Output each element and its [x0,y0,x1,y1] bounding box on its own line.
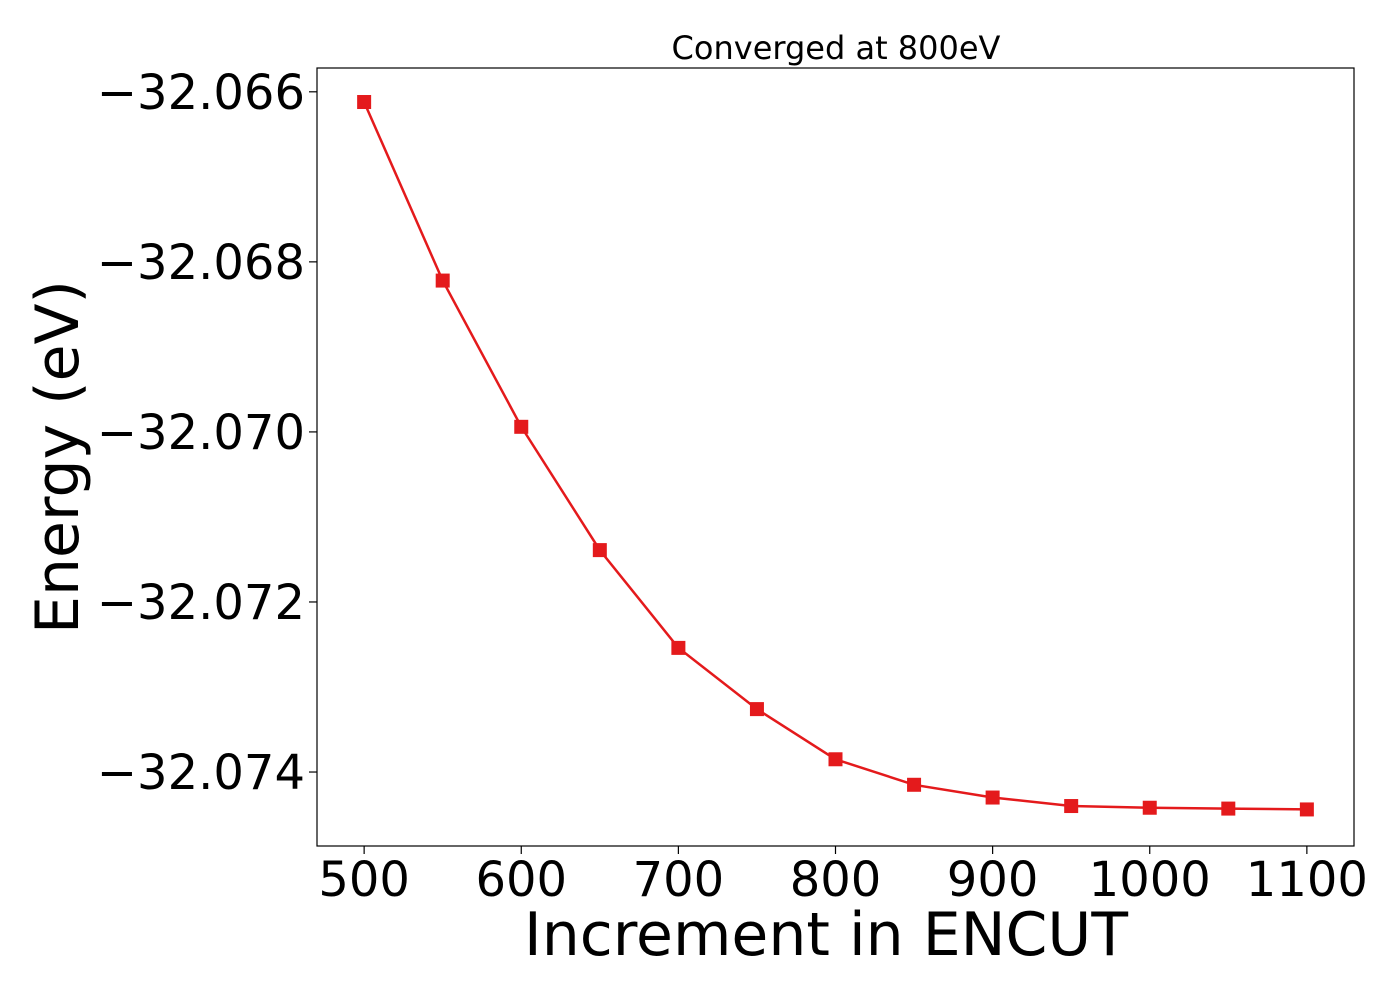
series-layer [357,95,1314,817]
x-tick-label: 800 [790,852,882,908]
x-tick-label: 500 [318,852,410,908]
data-point [1142,800,1157,815]
y-tick-label: −32.072 [97,575,305,631]
data-point [671,640,686,655]
y-tick-label: −32.070 [97,405,305,461]
y-tick-label: −32.074 [97,745,305,801]
x-tick-label: 1100 [1246,852,1368,908]
data-point [1064,799,1079,814]
y-axis-title: Energy (eV) [23,280,93,634]
data-point [828,752,843,767]
data-point [907,777,922,792]
data-point [357,95,372,110]
x-tick-label: 1000 [1089,852,1211,908]
y-tick-label: −32.066 [97,65,305,121]
y-tick-label: −32.068 [97,235,305,291]
data-point [592,543,607,558]
data-point [985,790,1000,805]
data-point [435,273,450,288]
y-axis-ticks: −32.066 −32.068 −32.070 −32.072 −32.074 [97,65,317,801]
plot-frame [316,67,1355,847]
data-point [514,419,529,434]
x-tick-label: 700 [633,852,725,908]
x-axis-ticks: 500 600 700 800 900 1000 1100 [318,846,1368,908]
chart-title: Converged at 800eV [672,29,1001,67]
x-axis-title: Increment in ENCUT [524,900,1128,970]
x-tick-label: 600 [475,852,567,908]
x-tick-label: 900 [947,852,1039,908]
data-point [1299,802,1314,817]
data-point [749,702,764,717]
data-point [1221,801,1236,816]
